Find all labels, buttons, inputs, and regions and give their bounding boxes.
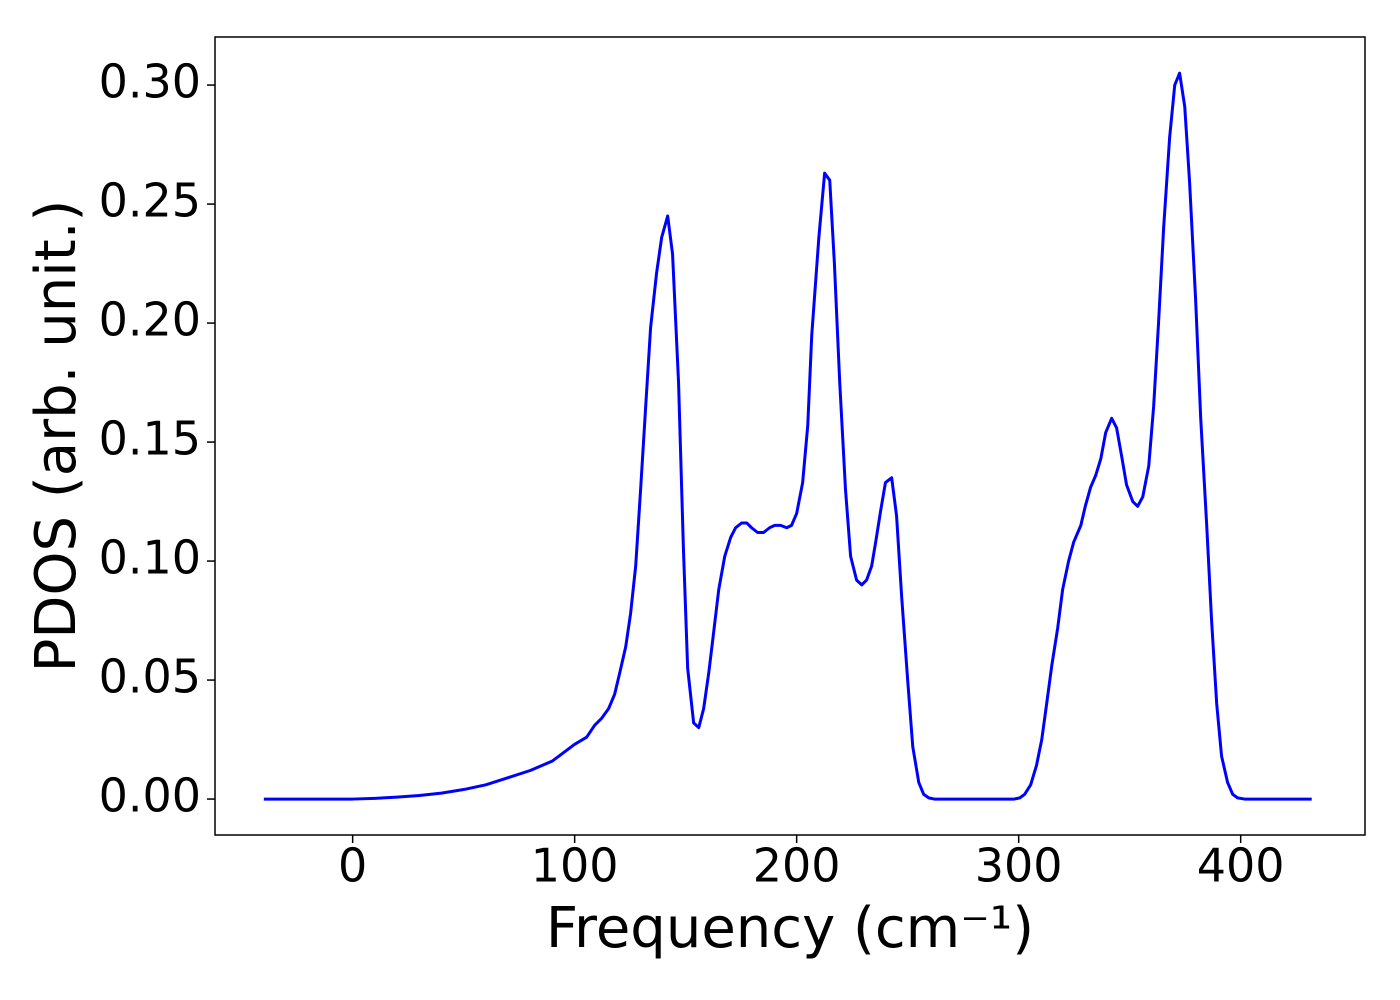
x-tick-label: 200 — [753, 839, 841, 893]
x-tick-label: 400 — [1197, 839, 1285, 893]
x-tick-label: 100 — [531, 839, 619, 893]
y-tick-label: 0.05 — [99, 650, 201, 704]
y-tick-label: 0.20 — [99, 293, 201, 347]
x-axis-label: Frequency (cm⁻¹) — [546, 896, 1034, 961]
plot-frame — [214, 36, 1366, 836]
y-tick-label: 0.25 — [99, 174, 201, 228]
y-tick-label: 0.30 — [99, 55, 201, 109]
y-tick-label: 0.10 — [99, 531, 201, 585]
y-axis-label: PDOS (arb. unit.) — [24, 200, 89, 673]
line-series — [263, 71, 1312, 801]
y-tick-label: 0.00 — [99, 769, 201, 823]
x-tick-label: 0 — [338, 839, 367, 893]
y-tick-label: 0.15 — [99, 412, 201, 466]
x-tick-label: 300 — [975, 839, 1063, 893]
